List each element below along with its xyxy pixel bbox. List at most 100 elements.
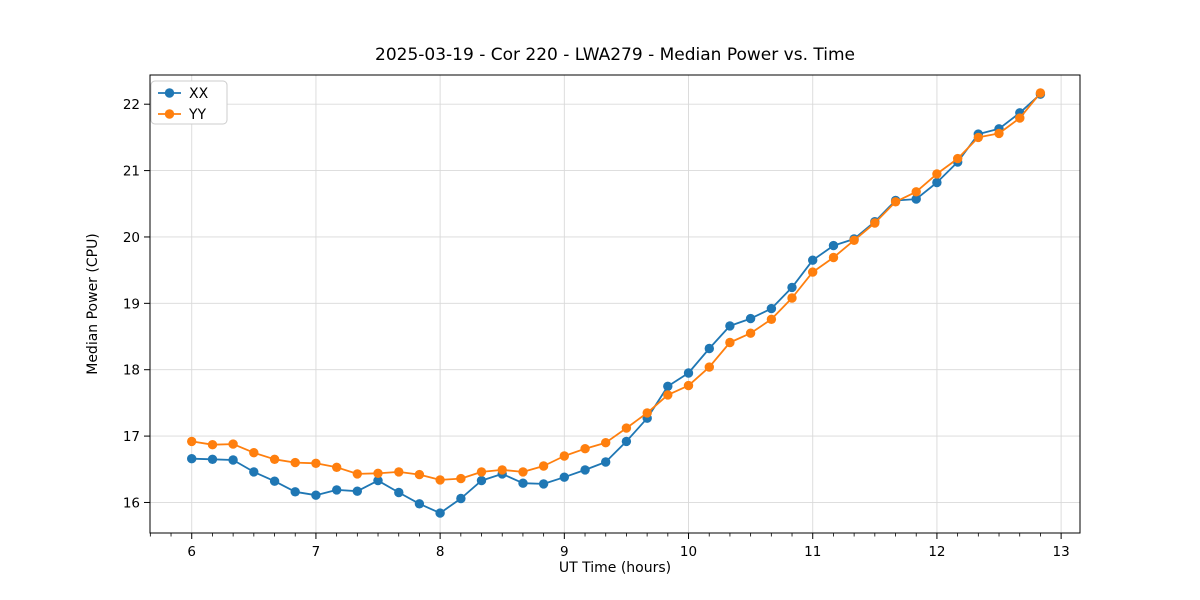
series-xx-point <box>911 194 921 204</box>
y-tick-label: 20 <box>123 230 140 246</box>
x-tick-label: 11 <box>804 544 821 560</box>
chart-title: 2025-03-19 - Cor 220 - LWA279 - Median P… <box>375 45 855 65</box>
series-yy-point <box>580 444 590 454</box>
series-yy-point <box>456 473 466 484</box>
series-yy-point <box>187 436 197 447</box>
series-yy-point <box>745 328 756 338</box>
series-yy-point <box>870 218 880 228</box>
series-xx-point <box>663 381 673 391</box>
series-yy-point <box>559 451 569 461</box>
series-xx-point <box>352 486 362 496</box>
series-xx-point <box>269 476 280 486</box>
series-yy-point <box>249 448 259 458</box>
series-xx-point <box>932 177 942 188</box>
series-yy-point <box>373 468 383 478</box>
series-xx-point <box>601 457 611 467</box>
series-yy-point <box>414 469 425 480</box>
series-yy-point <box>228 439 238 449</box>
series-xx-point <box>787 282 797 293</box>
x-tick-label: 9 <box>560 544 569 560</box>
series-xx-point <box>435 508 445 518</box>
legend-label-yy: YY <box>188 107 207 123</box>
y-tick-label: 19 <box>123 296 140 312</box>
series-yy-point <box>890 197 901 207</box>
series-yy-point <box>332 462 342 472</box>
series-xx-point <box>538 479 549 489</box>
series-yy-point <box>394 467 404 477</box>
x-tick-label: 13 <box>1053 544 1070 560</box>
series-xx-point <box>187 454 197 464</box>
series-xx-point <box>766 303 777 314</box>
series-yy-point <box>311 458 321 468</box>
series-yy-point <box>435 475 445 485</box>
x-tick-label: 12 <box>928 544 945 560</box>
series-yy-point <box>601 438 611 448</box>
series-xx-point <box>249 467 259 477</box>
series-xx-point <box>373 475 383 486</box>
series-xx-point <box>476 475 487 486</box>
y-tick-label: 22 <box>123 97 140 113</box>
series-xx-point <box>828 240 839 251</box>
series-yy-point <box>994 128 1004 139</box>
series-yy-point <box>973 132 983 143</box>
series-yy-point <box>683 380 694 391</box>
series-xx-point <box>808 255 818 265</box>
series-yy-point <box>808 267 818 277</box>
legend: XX YY <box>150 80 228 125</box>
series-yy-point <box>766 314 777 324</box>
y-tick-label: 21 <box>123 164 140 180</box>
series-xx-point <box>725 321 735 331</box>
series-yy-point <box>1015 113 1025 123</box>
series-xx-point <box>580 465 590 475</box>
series-yy-point <box>497 465 507 475</box>
x-tick-label: 6 <box>187 544 196 560</box>
series-yy-point <box>352 469 362 479</box>
series-yy-point <box>932 169 942 179</box>
series-xx-point <box>394 487 404 498</box>
legend-label-xx: XX <box>189 86 209 102</box>
x-tick-label: 10 <box>680 544 697 560</box>
series-xx-point <box>559 472 569 482</box>
series-yy-point <box>787 293 797 303</box>
series-xx-point <box>683 368 694 378</box>
series-yy-point <box>476 467 487 477</box>
series-yy-point <box>828 252 839 263</box>
y-tick-label: 18 <box>123 363 140 379</box>
x-tick-label: 7 <box>312 544 321 560</box>
series-yy-point <box>849 235 859 245</box>
legend-marker <box>164 88 175 98</box>
series-yy-point <box>1035 88 1046 98</box>
data-series <box>187 88 1046 518</box>
axes-ticks: 6 7 8 9 10 11 12 13 16 17 18 19 20 21 22 <box>123 97 1070 560</box>
series-yy-point <box>290 457 300 468</box>
series-xx-point <box>228 455 238 465</box>
series-yy-point <box>621 423 632 433</box>
plot-border <box>149 74 1081 534</box>
x-axis-label: UT Time (hours) <box>559 560 671 576</box>
legend-marker <box>164 109 175 119</box>
series-yy-point <box>269 454 280 464</box>
series-yy-point <box>207 440 218 450</box>
series-xx-point <box>456 493 466 504</box>
series-yy-point <box>911 187 921 197</box>
series-xx-point <box>704 343 714 354</box>
series-xx-point <box>621 436 632 447</box>
series-yy-point <box>725 337 735 348</box>
series-xx-point <box>745 313 756 324</box>
series-xx-point <box>518 478 528 488</box>
series-xx-point <box>414 499 425 509</box>
series-yy-point <box>538 461 549 471</box>
y-axis-label: Median Power (CPU) <box>85 233 101 375</box>
x-tick-label: 8 <box>436 544 445 560</box>
series-xx-point <box>290 487 300 497</box>
series-xx-point <box>207 454 218 464</box>
grid-lines <box>150 75 1080 533</box>
series-yy-point <box>642 408 652 418</box>
series-xx-point <box>332 485 342 495</box>
series-yy-point <box>518 467 528 477</box>
series-yy-point <box>663 390 673 400</box>
series-yy-point <box>953 153 963 164</box>
series-xx-point <box>311 490 321 500</box>
